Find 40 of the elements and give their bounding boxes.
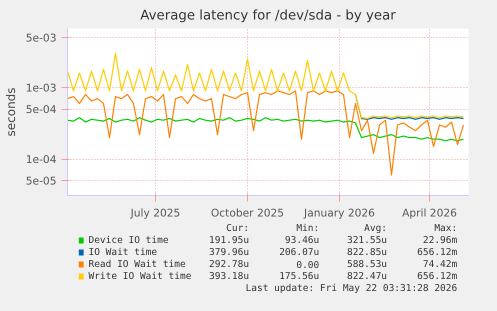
legend-label: Device IO time xyxy=(88,235,169,246)
text: Cur: xyxy=(226,223,250,234)
text: 379.96u xyxy=(209,247,250,258)
text: Last update: Fri May 22 03:31:28 2026 xyxy=(246,283,458,294)
y-tick-label: 5e-03 xyxy=(26,32,57,45)
text: Avg: xyxy=(364,223,388,234)
text: 321.55u xyxy=(346,235,388,246)
text: 588.53u xyxy=(346,259,388,270)
x-tick-label: October 2025 xyxy=(210,206,284,220)
line-series xyxy=(68,90,464,176)
text: 93.46u xyxy=(284,235,320,246)
text: 0.00 xyxy=(296,260,320,271)
y-tick-label: 5e-05 xyxy=(26,174,57,188)
text: 393.18u xyxy=(209,271,250,282)
x-tick-label: January 2026 xyxy=(303,206,376,220)
text: 175.56u xyxy=(279,271,320,282)
text: 822.47u xyxy=(346,271,388,282)
text: Max: xyxy=(434,223,458,234)
line-series xyxy=(68,52,464,120)
text: 656.12m xyxy=(417,247,458,258)
text: 292.78u xyxy=(209,259,250,270)
y-tick-label: 1e-03 xyxy=(26,82,57,95)
y-axis-title: seconds xyxy=(4,87,18,137)
legend-label: IO Wait time xyxy=(88,247,158,258)
x-tick-label: April 2026 xyxy=(402,206,458,220)
legend-label: Write IO Wait time xyxy=(88,271,192,282)
y-tick-label: 5e-04 xyxy=(26,103,57,116)
text: Min: xyxy=(296,223,320,234)
text: 191.95u xyxy=(209,235,250,246)
line-series xyxy=(68,117,464,142)
text: 22.96m xyxy=(422,235,458,246)
x-tick-label: July 2025 xyxy=(130,206,180,220)
legend-label: Read IO Wait time xyxy=(88,259,186,270)
y-tick-label: 1e-04 xyxy=(26,153,57,166)
line-series xyxy=(354,94,464,120)
chart-title: Average latency for /dev/sda - by year xyxy=(140,8,396,24)
text: 206.07u xyxy=(279,247,320,258)
text: 74.42m xyxy=(422,259,458,270)
text: 822.85u xyxy=(346,247,388,258)
text: 656.12m xyxy=(417,271,458,282)
